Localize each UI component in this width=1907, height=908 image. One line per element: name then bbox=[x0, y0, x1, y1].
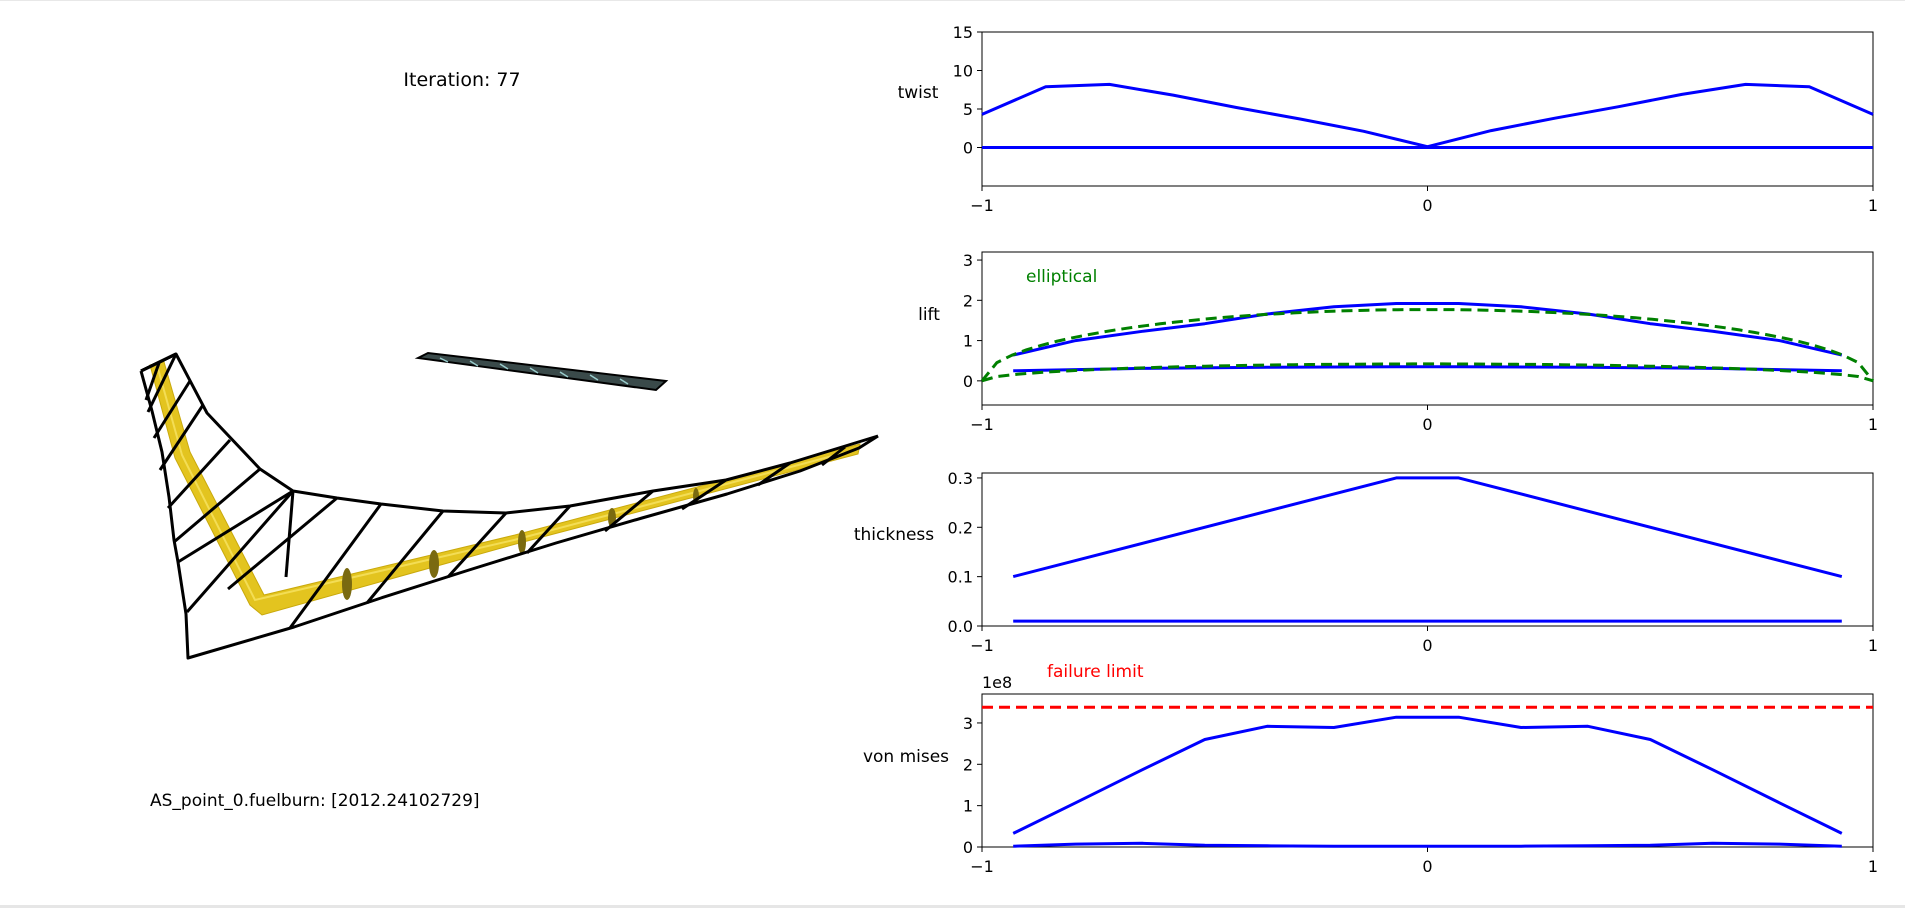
x-tick-label: 1 bbox=[1868, 857, 1878, 876]
elliptical-label: elliptical bbox=[1026, 267, 1097, 287]
series-line bbox=[1012, 302, 1843, 357]
y-axis-label: thickness bbox=[854, 525, 934, 545]
x-tick-label: −1 bbox=[970, 415, 994, 434]
y-tick-label: 0.2 bbox=[948, 518, 973, 537]
y-tick-label: 0.1 bbox=[948, 568, 973, 587]
chart-thickness: 0.0 0.1 0.2 0.3 −1 0 1 thickness bbox=[854, 469, 1878, 655]
y-offset-text: 1e8 bbox=[982, 673, 1012, 692]
y-axis-label: von mises bbox=[863, 747, 949, 767]
x-tick-label: −1 bbox=[970, 636, 994, 655]
x-tick-label: 1 bbox=[1868, 636, 1878, 655]
elliptical-series-line bbox=[981, 362, 1874, 383]
y-tick-label: 3 bbox=[963, 251, 973, 270]
y-tick-label: 0.3 bbox=[948, 469, 973, 488]
series-line bbox=[1013, 365, 1842, 373]
y-tick-label: 0.0 bbox=[948, 617, 973, 636]
y-tick-label: 5 bbox=[963, 100, 973, 119]
axes-frame bbox=[981, 31, 1874, 187]
y-tick-label: 3 bbox=[963, 714, 973, 733]
x-tick-label: 1 bbox=[1868, 196, 1878, 215]
x-tick-label: 1 bbox=[1868, 415, 1878, 434]
wing-spar bbox=[149, 361, 861, 616]
chart-twist: 0 5 10 15 −1 0 1 twist bbox=[898, 23, 1879, 215]
y-tick-label: 1 bbox=[963, 332, 973, 351]
series-line bbox=[1012, 476, 1843, 579]
x-tick-label: 0 bbox=[1422, 196, 1432, 215]
y-tick-label: 15 bbox=[953, 23, 973, 42]
failure-limit-label: failure limit bbox=[1047, 662, 1144, 682]
series-line bbox=[981, 82, 1874, 149]
y-tick-label: 1 bbox=[963, 797, 973, 816]
wing-3d-view: Iteration: 77 AS_point_0.fuelburn: [2012… bbox=[139, 69, 879, 811]
y-tick-label: 2 bbox=[963, 755, 973, 774]
spar-rib-ellipse bbox=[429, 550, 439, 578]
y-tick-label: 0 bbox=[963, 139, 973, 158]
iteration-label: Iteration: 77 bbox=[403, 69, 520, 91]
fuelburn-label: AS_point_0.fuelburn: [2012.24102729] bbox=[150, 791, 480, 811]
y-tick-label: 10 bbox=[953, 62, 973, 81]
y-axis-label: twist bbox=[898, 83, 939, 103]
elliptical-series-line bbox=[980, 308, 1875, 382]
y-tick-label: 0 bbox=[963, 838, 973, 857]
spar-rib-ellipse bbox=[518, 530, 526, 554]
tail-mesh bbox=[414, 351, 669, 392]
chart-lift: 0 1 2 3 −1 0 1 lift elliptical bbox=[918, 251, 1878, 434]
x-tick-label: −1 bbox=[970, 857, 994, 876]
y-axis-label: lift bbox=[918, 305, 940, 325]
x-tick-label: −1 bbox=[970, 196, 994, 215]
series-line bbox=[1013, 841, 1842, 848]
spar-rib-ellipse bbox=[342, 568, 352, 600]
y-tick-label: 0 bbox=[963, 372, 973, 391]
series-line bbox=[1012, 715, 1843, 835]
x-tick-label: 0 bbox=[1422, 415, 1432, 434]
y-tick-label: 2 bbox=[963, 291, 973, 310]
wing-mesh bbox=[139, 352, 879, 660]
x-tick-label: 0 bbox=[1422, 636, 1432, 655]
x-tick-label: 0 bbox=[1422, 857, 1432, 876]
